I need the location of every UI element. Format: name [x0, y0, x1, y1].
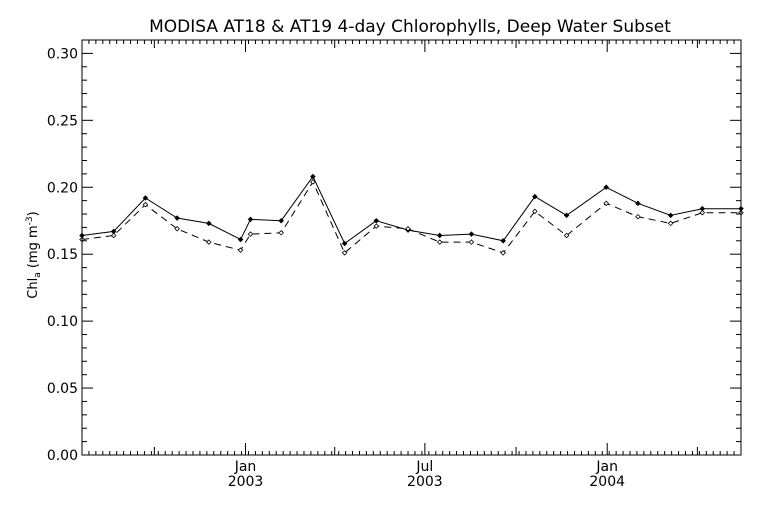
series-1-point: [237, 236, 244, 243]
series-2-point: [247, 231, 254, 237]
series-2-point: [667, 220, 674, 227]
series-1-point: [174, 215, 180, 221]
y-axis-label-unit-close: ): [26, 211, 41, 216]
series-1-point: [667, 212, 674, 219]
y-tick-label: 0.30: [47, 46, 78, 62]
series-1-point: [500, 238, 506, 244]
series-2-point: [405, 225, 411, 232]
y-axis: 0.00 0.05 0.10 0.15 0.20 0.25 0.30: [47, 39, 741, 464]
series-2-point: [310, 179, 316, 185]
y-tick-label: 0.05: [47, 381, 78, 397]
series-2-point: [110, 232, 117, 239]
x-tick-label-year: 2003: [228, 474, 264, 490]
y-axis-label-unit-open: (mg m: [26, 225, 41, 272]
chart-title: MODISA AT18 & AT19 4-day Chlorophylls, D…: [149, 17, 671, 37]
series-1-point: [341, 240, 348, 247]
series-2-point: [532, 208, 538, 215]
series-1-point: [436, 232, 443, 239]
series-2-point: [563, 232, 570, 239]
series-1-point: [603, 184, 609, 191]
series-2-point: [500, 250, 506, 256]
series-2-point: [699, 209, 706, 216]
series-1-point: [373, 217, 380, 224]
series-1-point: [532, 193, 538, 200]
series-layer: [79, 173, 744, 256]
series-2-point: [278, 230, 284, 236]
x-tick-label-month: Jan: [595, 459, 618, 475]
series-2-point: [142, 201, 149, 208]
y-axis-label-subscript: a: [33, 272, 43, 278]
series-2-point: [341, 250, 348, 256]
series-2-point: [373, 223, 380, 229]
x-tick-label-month: Jul: [415, 459, 433, 475]
x-tick-label-year: 2004: [589, 474, 625, 490]
y-tick-label: 0.25: [47, 113, 78, 129]
series-2-point: [468, 239, 475, 245]
x-tick-label-year: 2003: [407, 474, 443, 490]
series-2-point: [206, 239, 212, 245]
y-axis-label-main: Chl: [26, 278, 41, 299]
x-tick-label-month: Jan: [234, 459, 257, 475]
series-2-point: [237, 247, 244, 253]
series-1-point: [247, 216, 254, 223]
series-line-1: [81, 175, 741, 245]
y-tick-label: 0.00: [47, 448, 78, 464]
series-1-point: [468, 231, 475, 237]
series-2-point: [635, 213, 641, 220]
y-tick-label: 0.20: [47, 180, 78, 196]
series-1-point: [142, 195, 149, 201]
series-2-point: [436, 239, 443, 245]
series-1-point: [278, 217, 284, 224]
y-tick-label: 0.10: [47, 314, 78, 330]
series-2-point: [603, 200, 609, 207]
y-tick-label: 0.15: [47, 247, 78, 263]
plot-frame: [81, 39, 742, 456]
series-1-point: [206, 220, 212, 227]
series-1-point: [563, 212, 570, 219]
y-axis-label: Chla (mg m-3): [25, 211, 43, 298]
series-2-point: [174, 225, 180, 232]
y-axis-label-superscript: -3: [25, 216, 35, 225]
series-1-point: [310, 173, 316, 180]
series-1-point: [635, 200, 641, 207]
series-line-2: [81, 180, 741, 254]
